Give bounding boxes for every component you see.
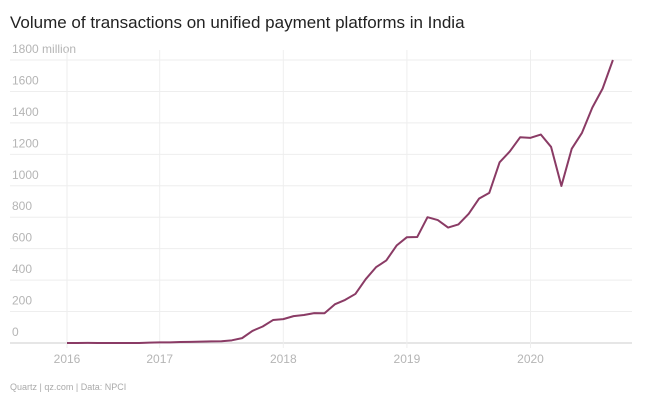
y-tick-label: 0 bbox=[12, 325, 19, 339]
y-tick-label: 1800 million bbox=[12, 42, 76, 56]
y-tick-label: 200 bbox=[12, 294, 32, 308]
y-tick-label: 1600 bbox=[12, 73, 39, 87]
x-tick-label: 2020 bbox=[517, 352, 544, 366]
y-tick-label: 1400 bbox=[12, 105, 39, 119]
y-tick-label: 600 bbox=[12, 231, 32, 245]
y-tick-label: 800 bbox=[12, 199, 32, 213]
y-tick-label: 1200 bbox=[12, 136, 39, 150]
y-tick-label: 1000 bbox=[12, 168, 39, 182]
source: Quartz | qz.com | Data: NPCI bbox=[10, 382, 126, 392]
x-tick-label: 2019 bbox=[394, 352, 421, 366]
x-tick-label: 2018 bbox=[270, 352, 297, 366]
x-tick-label: 2016 bbox=[54, 352, 81, 366]
chart-title: Volume of transactions on unified paymen… bbox=[10, 13, 465, 32]
x-tick-label: 2017 bbox=[146, 352, 173, 366]
y-tick-label: 400 bbox=[12, 262, 32, 276]
data-line bbox=[66, 59, 614, 344]
